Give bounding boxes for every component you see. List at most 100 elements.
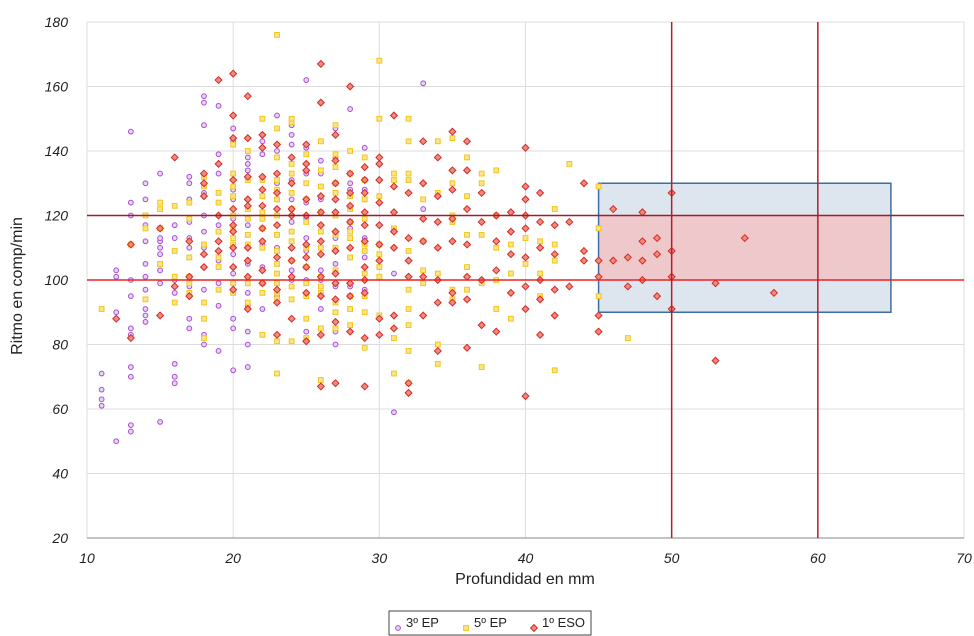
data-point: [317, 306, 324, 312]
data-point: [244, 364, 251, 370]
data-point: [652, 250, 662, 259]
data-point: [215, 264, 222, 271]
data-point: [391, 370, 397, 377]
data-point: [288, 238, 295, 245]
reference-lines: [87, 22, 964, 538]
data-point: [448, 298, 457, 307]
y-axis-ticks: 20 40 60 80 100 120 140 160 180: [45, 14, 69, 546]
data-point: [287, 243, 296, 252]
data-point: [229, 227, 238, 236]
data-point: [391, 177, 397, 183]
data-point: [345, 217, 355, 227]
data-point: [127, 199, 134, 206]
data-point: [274, 125, 280, 132]
data-point: [171, 235, 178, 241]
data-point: [259, 331, 266, 338]
data-point: [244, 222, 251, 229]
data-point: [287, 179, 296, 188]
data-point: [171, 380, 178, 387]
data-point: [214, 246, 223, 256]
data-point: [171, 373, 178, 380]
data-point: [375, 159, 384, 169]
data-point: [186, 215, 193, 222]
data-point: [259, 138, 266, 145]
data-point: [186, 254, 193, 261]
data-point: [230, 235, 237, 241]
data-point: [360, 163, 369, 172]
data-point: [360, 382, 369, 391]
x-tick-label: 30: [372, 550, 388, 566]
data-point: [244, 328, 251, 335]
data-point: [302, 240, 311, 249]
y-tick-label: 180: [45, 14, 69, 30]
data-point: [142, 273, 149, 280]
data-point: [478, 180, 485, 187]
data-point: [302, 262, 311, 272]
data-point: [624, 335, 631, 341]
data-point: [361, 344, 368, 351]
data-point: [317, 228, 324, 235]
data-point: [186, 280, 193, 287]
data-point: [316, 292, 325, 301]
data-point: [316, 221, 325, 230]
data-point: [157, 267, 163, 274]
data-point: [595, 225, 602, 232]
data-point: [652, 233, 662, 243]
data-point: [142, 286, 149, 293]
data-point: [331, 195, 340, 204]
data-point: [229, 262, 238, 272]
data-point: [594, 327, 603, 336]
data-point: [259, 151, 266, 158]
data-point: [274, 148, 280, 154]
data-point: [186, 325, 193, 332]
data-point: [142, 296, 149, 303]
data-point: [259, 193, 266, 200]
data-point: [405, 286, 412, 293]
data-point: [243, 92, 252, 101]
data-point: [316, 192, 325, 201]
data-point: [274, 338, 280, 345]
data-point: [477, 321, 486, 330]
y-tick-label: 20: [51, 530, 68, 546]
data-point: [288, 115, 295, 122]
data-point: [229, 175, 238, 185]
data-point: [448, 127, 457, 136]
data-point: [229, 204, 238, 214]
data-point: [405, 322, 412, 329]
data-point: [448, 237, 457, 246]
data-point: [215, 302, 222, 309]
data-point: [360, 262, 369, 272]
data-point: [345, 292, 355, 301]
data-point: [316, 237, 325, 246]
data-point: [550, 311, 559, 320]
data-point: [258, 237, 267, 246]
data-point: [375, 256, 384, 265]
data-point: [127, 325, 134, 332]
data-point: [347, 180, 354, 187]
data-point: [316, 330, 325, 339]
data-point: [185, 292, 194, 301]
data-point: [405, 248, 412, 254]
data-point: [347, 148, 354, 154]
data-point: [272, 204, 282, 214]
data-point: [332, 151, 339, 158]
data-point: [360, 188, 369, 198]
data-point: [420, 280, 427, 287]
data-point: [404, 379, 413, 388]
data-point: [331, 227, 340, 236]
data-point: [127, 428, 134, 435]
data-point: [170, 153, 179, 162]
data-point: [506, 288, 515, 298]
data-point: [462, 137, 472, 146]
data-point: [272, 298, 282, 307]
data-point: [201, 122, 207, 129]
data-point: [171, 222, 178, 229]
data-point: [419, 272, 428, 281]
data-point: [316, 382, 325, 391]
legend-box: [388, 610, 592, 636]
data-point: [258, 201, 267, 210]
data-point: [478, 170, 485, 177]
data-point: [536, 295, 545, 304]
data-point: [243, 256, 252, 265]
data-point: [652, 292, 662, 301]
